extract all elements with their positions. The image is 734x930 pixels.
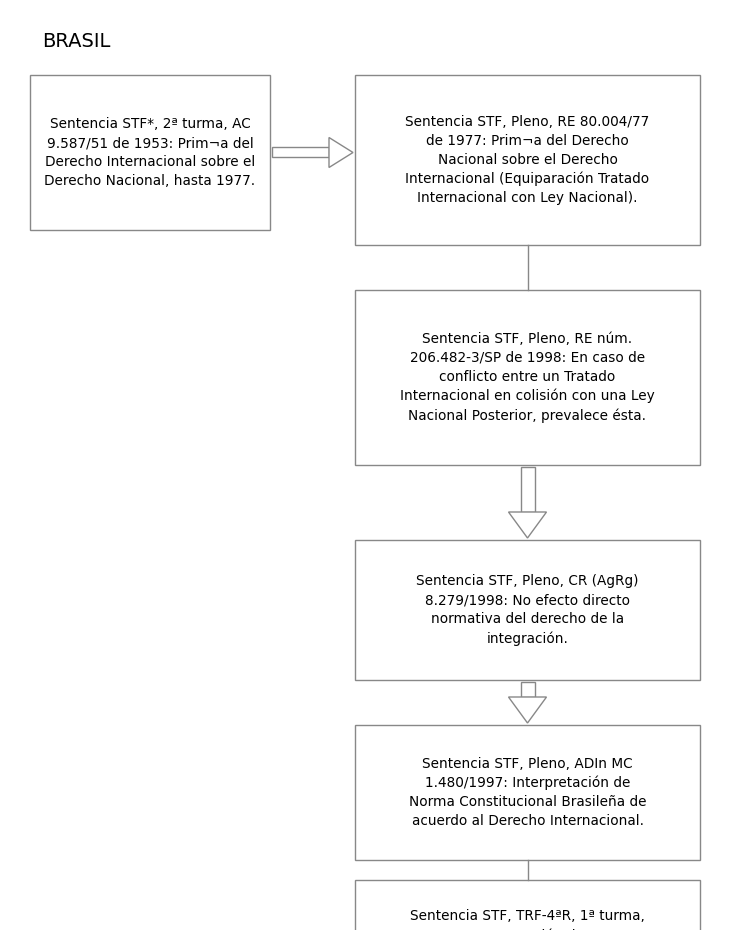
Bar bbox=[355, 880, 700, 930]
Bar bbox=[520, 682, 534, 697]
Polygon shape bbox=[509, 512, 547, 538]
Polygon shape bbox=[509, 697, 547, 723]
Text: Sentencia STF*, 2ª turma, AC
9.587/51 de 1953: Prim¬a del
Derecho Internacional : Sentencia STF*, 2ª turma, AC 9.587/51 de… bbox=[45, 117, 255, 188]
Bar bbox=[355, 290, 700, 465]
Bar bbox=[30, 75, 270, 230]
Bar bbox=[520, 467, 534, 512]
Bar bbox=[355, 540, 700, 680]
Bar bbox=[272, 148, 329, 157]
Text: Sentencia STF, TRF-4ªR, 1ª turma,
1998: Interpretación de norma
Nacional Brasile: Sentencia STF, TRF-4ªR, 1ª turma, 1998: … bbox=[410, 909, 645, 930]
Text: Sentencia STF, Pleno, RE 80.004/77
de 1977: Prim¬a del Derecho
Nacional sobre el: Sentencia STF, Pleno, RE 80.004/77 de 19… bbox=[405, 114, 650, 206]
Text: Sentencia STF, Pleno, CR (AgRg)
8.279/1998: No efecto directo
normativa del dere: Sentencia STF, Pleno, CR (AgRg) 8.279/19… bbox=[416, 574, 639, 645]
Text: BRASIL: BRASIL bbox=[42, 32, 110, 51]
Text: Sentencia STF, Pleno, ADIn MC
1.480/1997: Interpretación de
Norma Constitucional: Sentencia STF, Pleno, ADIn MC 1.480/1997… bbox=[409, 757, 646, 829]
Text: Sentencia STF, Pleno, RE núm.
206.482-3/SP de 1998: En caso de
conflicto entre u: Sentencia STF, Pleno, RE núm. 206.482-3/… bbox=[400, 332, 655, 423]
Bar bbox=[355, 725, 700, 860]
Polygon shape bbox=[329, 138, 353, 167]
Bar bbox=[355, 75, 700, 245]
